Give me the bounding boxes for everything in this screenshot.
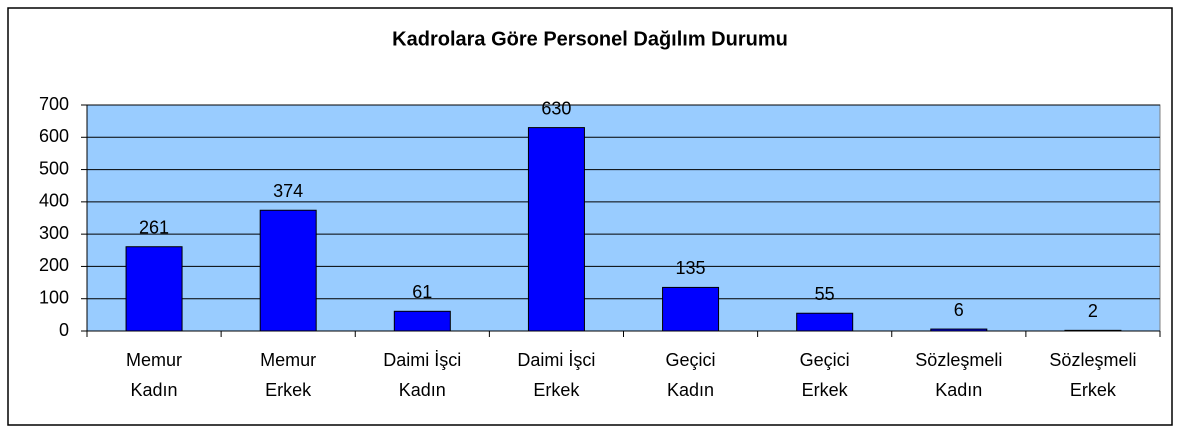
bar xyxy=(662,286,720,332)
y-tick-label: 400 xyxy=(39,191,69,211)
x-tick-label: Daimi İşci Kadın xyxy=(383,350,461,400)
bar xyxy=(1064,329,1122,332)
x-tick-label: Memur Kadın xyxy=(126,350,182,400)
bar xyxy=(125,246,183,332)
y-tick-label: 600 xyxy=(39,126,69,146)
bar xyxy=(393,310,451,332)
data-label: 261 xyxy=(139,217,169,237)
y-tick-label: 200 xyxy=(39,255,69,275)
data-label: 630 xyxy=(541,98,571,118)
data-label: 6 xyxy=(954,300,964,320)
data-label: 135 xyxy=(676,258,706,278)
x-tick-label: Sözleşmeli Kadın xyxy=(915,350,1002,400)
data-label: 61 xyxy=(412,282,432,302)
data-label: 374 xyxy=(273,181,303,201)
x-tick-label: Daimi İşci Erkek xyxy=(517,350,595,400)
bar xyxy=(930,328,988,332)
x-tick-label: Memur Erkek xyxy=(260,350,316,400)
bar xyxy=(796,312,854,332)
y-tick-label: 700 xyxy=(39,94,69,114)
bar xyxy=(527,127,585,332)
bar xyxy=(259,209,317,332)
x-tick-label: Sözleşmeli Erkek xyxy=(1049,350,1136,400)
y-tick-label: 0 xyxy=(59,320,69,340)
chart-title: Kadrolara Göre Personel Dağılım Durumu xyxy=(392,28,788,50)
data-label: 2 xyxy=(1088,301,1098,321)
x-tick-label: Geçici Erkek xyxy=(800,350,850,400)
y-tick-label: 100 xyxy=(39,287,69,307)
data-label: 55 xyxy=(815,284,835,304)
y-tick-label: 300 xyxy=(39,223,69,243)
y-tick-label: 500 xyxy=(39,158,69,178)
plot-area xyxy=(86,104,1161,332)
x-tick-label: Geçici Kadın xyxy=(666,350,716,400)
